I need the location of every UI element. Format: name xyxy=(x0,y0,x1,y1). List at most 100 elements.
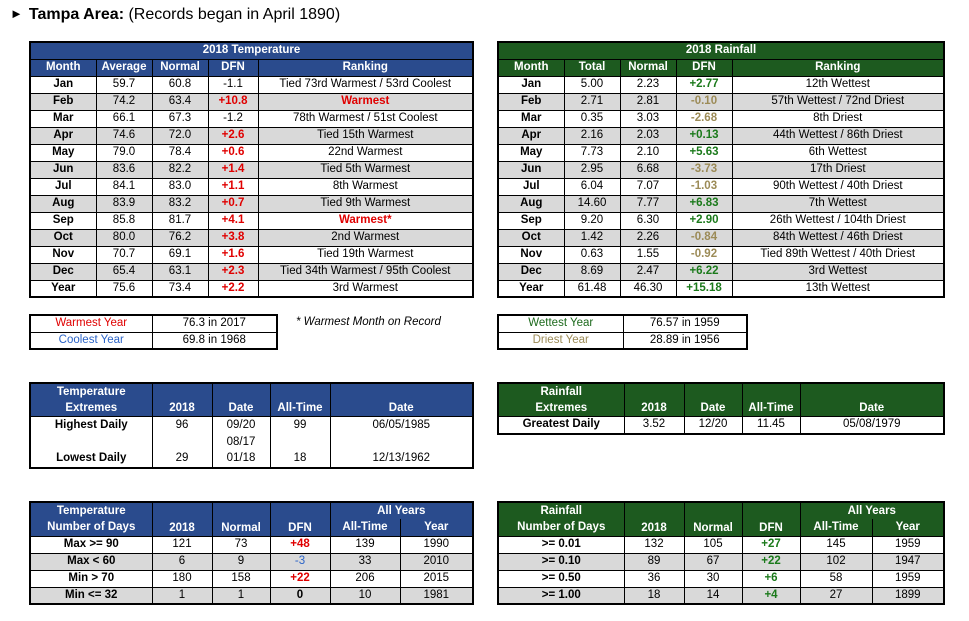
table-row: Min <= 32 1 1 0 10 1981 xyxy=(29,586,474,605)
average-cell: 65.4 xyxy=(95,262,153,281)
year-cell: 2015 xyxy=(399,569,474,588)
warmest-year-label: Warmest Year xyxy=(29,314,153,333)
table-row: Dec 65.4 63.1 +2.3 Tied 34th Warmest / 95th … xyxy=(29,262,474,281)
dfn-cell: -1.2 xyxy=(207,109,259,128)
average-cell: 75.6 xyxy=(95,279,153,298)
col-total: Total xyxy=(563,58,621,77)
month-cell: Nov xyxy=(29,245,97,264)
month-cell: Mar xyxy=(497,109,565,128)
col-dfn: DFN xyxy=(207,58,259,77)
greatest-daily-alltime-date: 05/08/1979 xyxy=(799,416,945,434)
highest-daily-date-a: 09/20 xyxy=(211,416,271,434)
greatest-daily-label: Greatest Daily xyxy=(497,416,625,434)
table-row: Apr 74.6 72.0 +2.6 Tied 15th Warmest xyxy=(29,126,474,145)
table-row: Oct 80.0 76.2 +3.8 2nd Warmest xyxy=(29,228,474,247)
ranking-cell: 17th Driest xyxy=(731,160,945,179)
lowest-daily-label: Lowest Daily xyxy=(29,450,153,468)
highest-daily-alltime: 99 xyxy=(269,416,331,434)
table-row: >= 0.01 132 105 +27 145 1959 xyxy=(497,535,945,554)
total-cell: 0.35 xyxy=(563,109,621,128)
dfn-cell: -0.10 xyxy=(675,92,733,111)
normal-cell: 2.23 xyxy=(619,75,677,94)
average-cell: 79.0 xyxy=(95,143,153,162)
temp-extremes-header: Temperature Extremes xyxy=(29,382,153,417)
year-cell: 1947 xyxy=(871,552,945,571)
rainfall-caption: 2018 Rainfall xyxy=(497,41,945,59)
col-alltime: All-Time xyxy=(741,382,801,417)
normal-cell: 69.1 xyxy=(151,245,209,264)
total-cell: 2.95 xyxy=(563,160,621,179)
dfn-cell: +6.83 xyxy=(675,194,733,213)
month-cell: Jan xyxy=(29,75,97,94)
dfn-cell: -2.68 xyxy=(675,109,733,128)
col-alltime-date: Date xyxy=(799,382,945,417)
title-location: Tampa Area: xyxy=(28,6,125,23)
month-cell: Apr xyxy=(29,126,97,145)
ranking-cell: Tied 19th Warmest xyxy=(257,245,474,264)
driest-year-label: Driest Year xyxy=(497,331,624,350)
table-row: Dec 8.69 2.47 +6.22 3rd Wettest xyxy=(497,262,945,281)
average-cell: 83.9 xyxy=(95,194,153,213)
normal-cell: 1.55 xyxy=(619,245,677,264)
month-cell: Feb xyxy=(29,92,97,111)
table-row: May 79.0 78.4 +0.6 22nd Warmest xyxy=(29,143,474,162)
dfn-cell: +6 xyxy=(741,569,801,588)
month-cell: May xyxy=(497,143,565,162)
table-row: Year 75.6 73.4 +2.2 3rd Warmest xyxy=(29,279,474,298)
month-cell: Jan xyxy=(497,75,565,94)
dfn-cell: +22 xyxy=(269,569,331,588)
dfn-cell: +3.8 xyxy=(207,228,259,247)
dfn-cell: +10.8 xyxy=(207,92,259,111)
month-cell: Oct xyxy=(497,228,565,247)
value-2018: 36 xyxy=(623,569,685,588)
month-cell: May xyxy=(29,143,97,162)
col-normal: Normal xyxy=(619,58,677,77)
temperature-extremes-table: Temperature Extremes 2018 Date All-Time D… xyxy=(29,382,474,469)
ranking-cell: 78th Warmest / 51st Coolest xyxy=(257,109,474,128)
col-normal: Normal xyxy=(683,501,743,537)
month-cell: Feb xyxy=(497,92,565,111)
coolest-year-label: Coolest Year xyxy=(29,331,153,350)
table-row: Min > 70 180 158 +22 206 2015 xyxy=(29,569,474,588)
alltime-cell: 145 xyxy=(799,535,873,554)
alltime-cell: 58 xyxy=(799,569,873,588)
dfn-cell: -1.1 xyxy=(207,75,259,94)
dfn-cell: -0.84 xyxy=(675,228,733,247)
temp-days-h2: Number of Days xyxy=(47,521,136,534)
col-2018: 2018 xyxy=(623,382,685,417)
value-2018: 1 xyxy=(151,586,213,605)
alltime-cell: 102 xyxy=(799,552,873,571)
ranking-cell: 3rd Wettest xyxy=(731,262,945,281)
normal-cell: 2.81 xyxy=(619,92,677,111)
rainfall-year-records: Wettest Year 76.57 in 1959 Driest Year 2… xyxy=(497,314,748,350)
average-cell: 85.8 xyxy=(95,211,153,230)
col-year: Year xyxy=(399,519,474,537)
month-cell: Sep xyxy=(29,211,97,230)
col-alltime: All-Time xyxy=(329,519,401,537)
average-cell: 74.2 xyxy=(95,92,153,111)
month-cell: Jul xyxy=(29,177,97,196)
normal-cell: 7.07 xyxy=(619,177,677,196)
greatest-daily-date: 12/20 xyxy=(683,416,743,434)
ranking-cell: Tied 5th Warmest xyxy=(257,160,474,179)
temp-days-header: Temperature Number of Days xyxy=(29,501,153,537)
average-cell: 66.1 xyxy=(95,109,153,128)
average-cell: 84.1 xyxy=(95,177,153,196)
ranking-cell: 8th Warmest xyxy=(257,177,474,196)
table-row: Max < 60 6 9 -3 33 2010 xyxy=(29,552,474,571)
dfn-cell: +0.6 xyxy=(207,143,259,162)
table-row: Jul 6.04 7.07 -1.03 90th Wettest / 40th Drie… xyxy=(497,177,945,196)
dfn-cell: +1.4 xyxy=(207,160,259,179)
table-row: Mar 66.1 67.3 -1.2 78th Warmest / 51st Coole… xyxy=(29,109,474,128)
normal-cell: 2.47 xyxy=(619,262,677,281)
triangle-bullet-icon: ► xyxy=(10,6,23,21)
ranking-cell: 7th Wettest xyxy=(731,194,945,213)
ranking-cell: 26th Wettest / 104th Driest xyxy=(731,211,945,230)
table-row: Feb 74.2 63.4 +10.8 Warmest xyxy=(29,92,474,111)
alltime-cell: 27 xyxy=(799,586,873,605)
table-row: >= 0.10 89 67 +22 102 1947 xyxy=(497,552,945,571)
col-alltime: All-Time xyxy=(269,382,331,417)
temperature-caption: 2018 Temperature xyxy=(29,41,474,59)
month-cell: Sep xyxy=(497,211,565,230)
year-cell: 1899 xyxy=(871,586,945,605)
